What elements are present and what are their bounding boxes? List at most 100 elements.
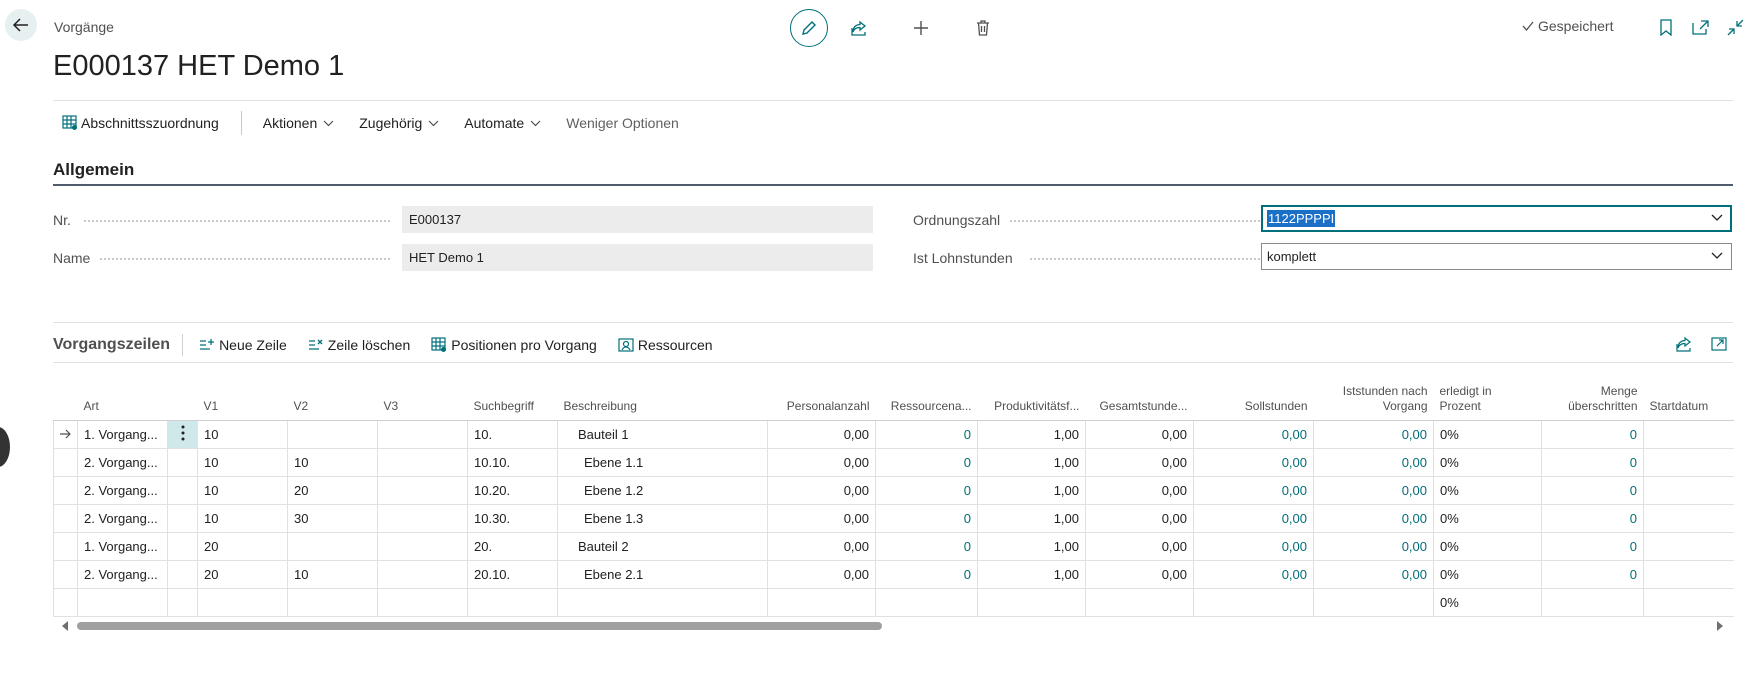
cell-beschr[interactable]: Ebene 1.3 <box>557 504 768 533</box>
cell-ist[interactable]: 0,00 <box>1313 448 1434 477</box>
cell-menge[interactable] <box>1541 588 1644 617</box>
cell-art[interactable]: 1. Vorgang... <box>77 532 168 561</box>
cell-such[interactable]: 20. <box>467 532 558 561</box>
cell-v2[interactable]: 10 <box>287 448 378 477</box>
cell-v1[interactable]: 20 <box>197 560 288 589</box>
cell-soll[interactable]: 0,00 <box>1193 448 1314 477</box>
cell-art[interactable]: 2. Vorgang... <box>77 560 168 589</box>
cell-v3[interactable] <box>377 532 468 561</box>
row-indicator[interactable] <box>53 476 78 505</box>
row-menu[interactable] <box>167 560 198 589</box>
row-menu[interactable] <box>167 448 198 477</box>
cell-v3[interactable] <box>377 476 468 505</box>
col-beschreibung[interactable]: Beschreibung <box>557 364 768 421</box>
cell-v2[interactable]: 20 <box>287 476 378 505</box>
cell-such[interactable]: 10.10. <box>467 448 558 477</box>
lines-title[interactable]: Vorgangszeilen <box>53 336 171 353</box>
lines-expand-button[interactable] <box>1701 333 1737 355</box>
cell-art[interactable]: 1. Vorgang... <box>77 420 168 449</box>
cell-v1[interactable]: 10 <box>197 448 288 477</box>
col-startdatum[interactable]: Startdatum <box>1643 364 1734 421</box>
zugehoerig-menu[interactable]: Zugehörig <box>359 115 442 131</box>
cell-produkt[interactable]: 1,00 <box>977 560 1086 589</box>
cell-soll[interactable]: 0,00 <box>1193 532 1314 561</box>
cell-v1[interactable]: 10 <box>197 504 288 533</box>
cell-such[interactable]: 10.30. <box>467 504 558 533</box>
cell-produkt[interactable]: 1,00 <box>977 532 1086 561</box>
table-row[interactable]: 2. Vorgang... 10 20 10.20. Ebene 1.2 0,00 0 1,0… <box>53 476 1734 505</box>
cell-erledigt[interactable]: 0% <box>1433 560 1542 589</box>
cell-personal[interactable]: 0,00 <box>767 420 876 449</box>
cell-ressource[interactable]: 0 <box>875 476 978 505</box>
horizontal-scrollbar-thumb[interactable] <box>77 622 882 630</box>
col-v3[interactable]: V3 <box>377 364 468 421</box>
cell-startdatum[interactable] <box>1643 560 1734 589</box>
cell-erledigt[interactable]: 0% <box>1433 420 1542 449</box>
cell-produkt[interactable]: 1,00 <box>977 448 1086 477</box>
cell-ressource[interactable]: 0 <box>875 532 978 561</box>
abschnittszuordnung-button[interactable]: Abschnittsszuordnung <box>62 115 219 131</box>
cell-such[interactable]: 10.20. <box>467 476 558 505</box>
cell-ressource[interactable] <box>875 588 978 617</box>
col-menge[interactable]: Menge überschritten <box>1541 364 1644 421</box>
scroll-left-icon[interactable] <box>61 621 69 631</box>
cell-v1[interactable]: 10 <box>197 420 288 449</box>
row-menu[interactable] <box>167 532 198 561</box>
cell-personal[interactable]: 0,00 <box>767 448 876 477</box>
resources-button[interactable]: Ressourcen <box>618 337 713 353</box>
nr-field[interactable]: E000137 <box>402 206 873 233</box>
cell-startdatum[interactable] <box>1643 476 1734 505</box>
row-menu[interactable] <box>167 588 198 617</box>
cell-such[interactable] <box>467 588 558 617</box>
cell-erledigt[interactable]: 0% <box>1433 448 1542 477</box>
edit-button[interactable] <box>790 9 828 47</box>
cell-personal[interactable]: 0,00 <box>767 560 876 589</box>
col-produktivitaet[interactable]: Produktivitätsf... <box>977 364 1086 421</box>
cell-startdatum[interactable] <box>1643 588 1734 617</box>
aktionen-menu[interactable]: Aktionen <box>263 115 337 131</box>
cell-produkt[interactable]: 1,00 <box>977 476 1086 505</box>
row-menu[interactable] <box>167 420 198 449</box>
cell-gesamt[interactable]: 0,00 <box>1085 476 1194 505</box>
cell-v3[interactable] <box>377 560 468 589</box>
col-v2[interactable]: V2 <box>287 364 378 421</box>
cell-produkt[interactable]: 1,00 <box>977 420 1086 449</box>
cell-erledigt[interactable]: 0% <box>1433 504 1542 533</box>
cell-v2[interactable] <box>287 532 378 561</box>
cell-erledigt[interactable]: 0% <box>1433 588 1542 617</box>
ordnungszahl-select[interactable]: 1122PPPPI <box>1261 205 1732 232</box>
scroll-right-icon[interactable] <box>1716 621 1724 631</box>
cell-beschr[interactable] <box>557 588 768 617</box>
cell-v3[interactable] <box>377 504 468 533</box>
cell-personal[interactable]: 0,00 <box>767 476 876 505</box>
cell-v2[interactable] <box>287 420 378 449</box>
breadcrumb[interactable]: Vorgänge <box>54 19 114 35</box>
cell-ressource[interactable]: 0 <box>875 448 978 477</box>
cell-beschr[interactable]: Ebene 2.1 <box>557 560 768 589</box>
cell-such[interactable]: 10. <box>467 420 558 449</box>
cell-produkt[interactable]: 1,00 <box>977 504 1086 533</box>
cell-gesamt[interactable]: 0,00 <box>1085 504 1194 533</box>
share-button[interactable] <box>828 9 890 47</box>
cell-soll[interactable]: 0,00 <box>1193 504 1314 533</box>
cell-v1[interactable]: 20 <box>197 532 288 561</box>
cell-menge[interactable]: 0 <box>1541 448 1644 477</box>
row-indicator[interactable] <box>53 560 78 589</box>
cell-beschr[interactable]: Bauteil 1 <box>557 420 768 449</box>
cell-ist[interactable]: 0,00 <box>1313 504 1434 533</box>
new-line-button[interactable]: Neue Zeile <box>199 337 287 353</box>
lines-share-button[interactable] <box>1665 333 1701 355</box>
cell-art[interactable] <box>77 588 168 617</box>
cell-v1[interactable]: 10 <box>197 476 288 505</box>
bookmark-button[interactable] <box>1648 16 1683 38</box>
delete-button[interactable] <box>952 9 1014 47</box>
cell-ist[interactable]: 0,00 <box>1313 560 1434 589</box>
cell-v1[interactable] <box>197 588 288 617</box>
cell-startdatum[interactable] <box>1643 420 1734 449</box>
col-iststunden[interactable]: Iststunden nach Vorgang <box>1313 364 1434 421</box>
row-indicator[interactable] <box>53 588 78 617</box>
row-indicator[interactable] <box>53 504 78 533</box>
cell-ressource[interactable]: 0 <box>875 560 978 589</box>
open-new-window-button[interactable] <box>1683 16 1718 38</box>
cell-ressource[interactable]: 0 <box>875 420 978 449</box>
